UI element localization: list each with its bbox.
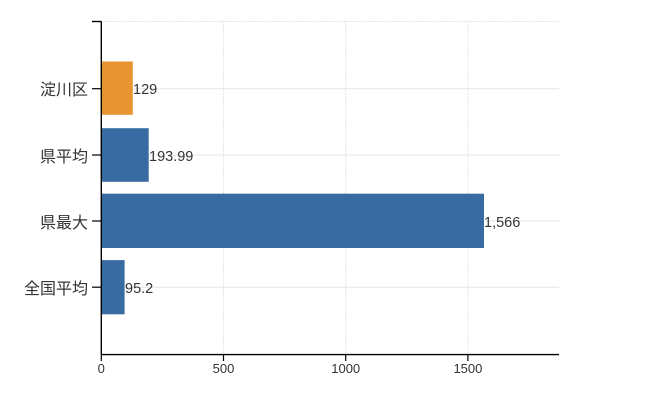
svg-text:県最大: 県最大 (40, 209, 88, 233)
svg-text:95.2: 95.2 (125, 281, 153, 297)
svg-text:500: 500 (213, 361, 235, 376)
svg-text:193.99: 193.99 (149, 149, 193, 165)
svg-text:全国平均: 全国平均 (24, 275, 88, 299)
svg-text:1500: 1500 (453, 361, 482, 376)
svg-text:1000: 1000 (331, 361, 360, 376)
svg-text:129: 129 (133, 82, 157, 98)
svg-text:1,566: 1,566 (484, 215, 520, 231)
svg-text:淀川区: 淀川区 (40, 76, 88, 100)
svg-text:県平均: 県平均 (40, 143, 88, 167)
svg-text:0: 0 (98, 361, 105, 376)
